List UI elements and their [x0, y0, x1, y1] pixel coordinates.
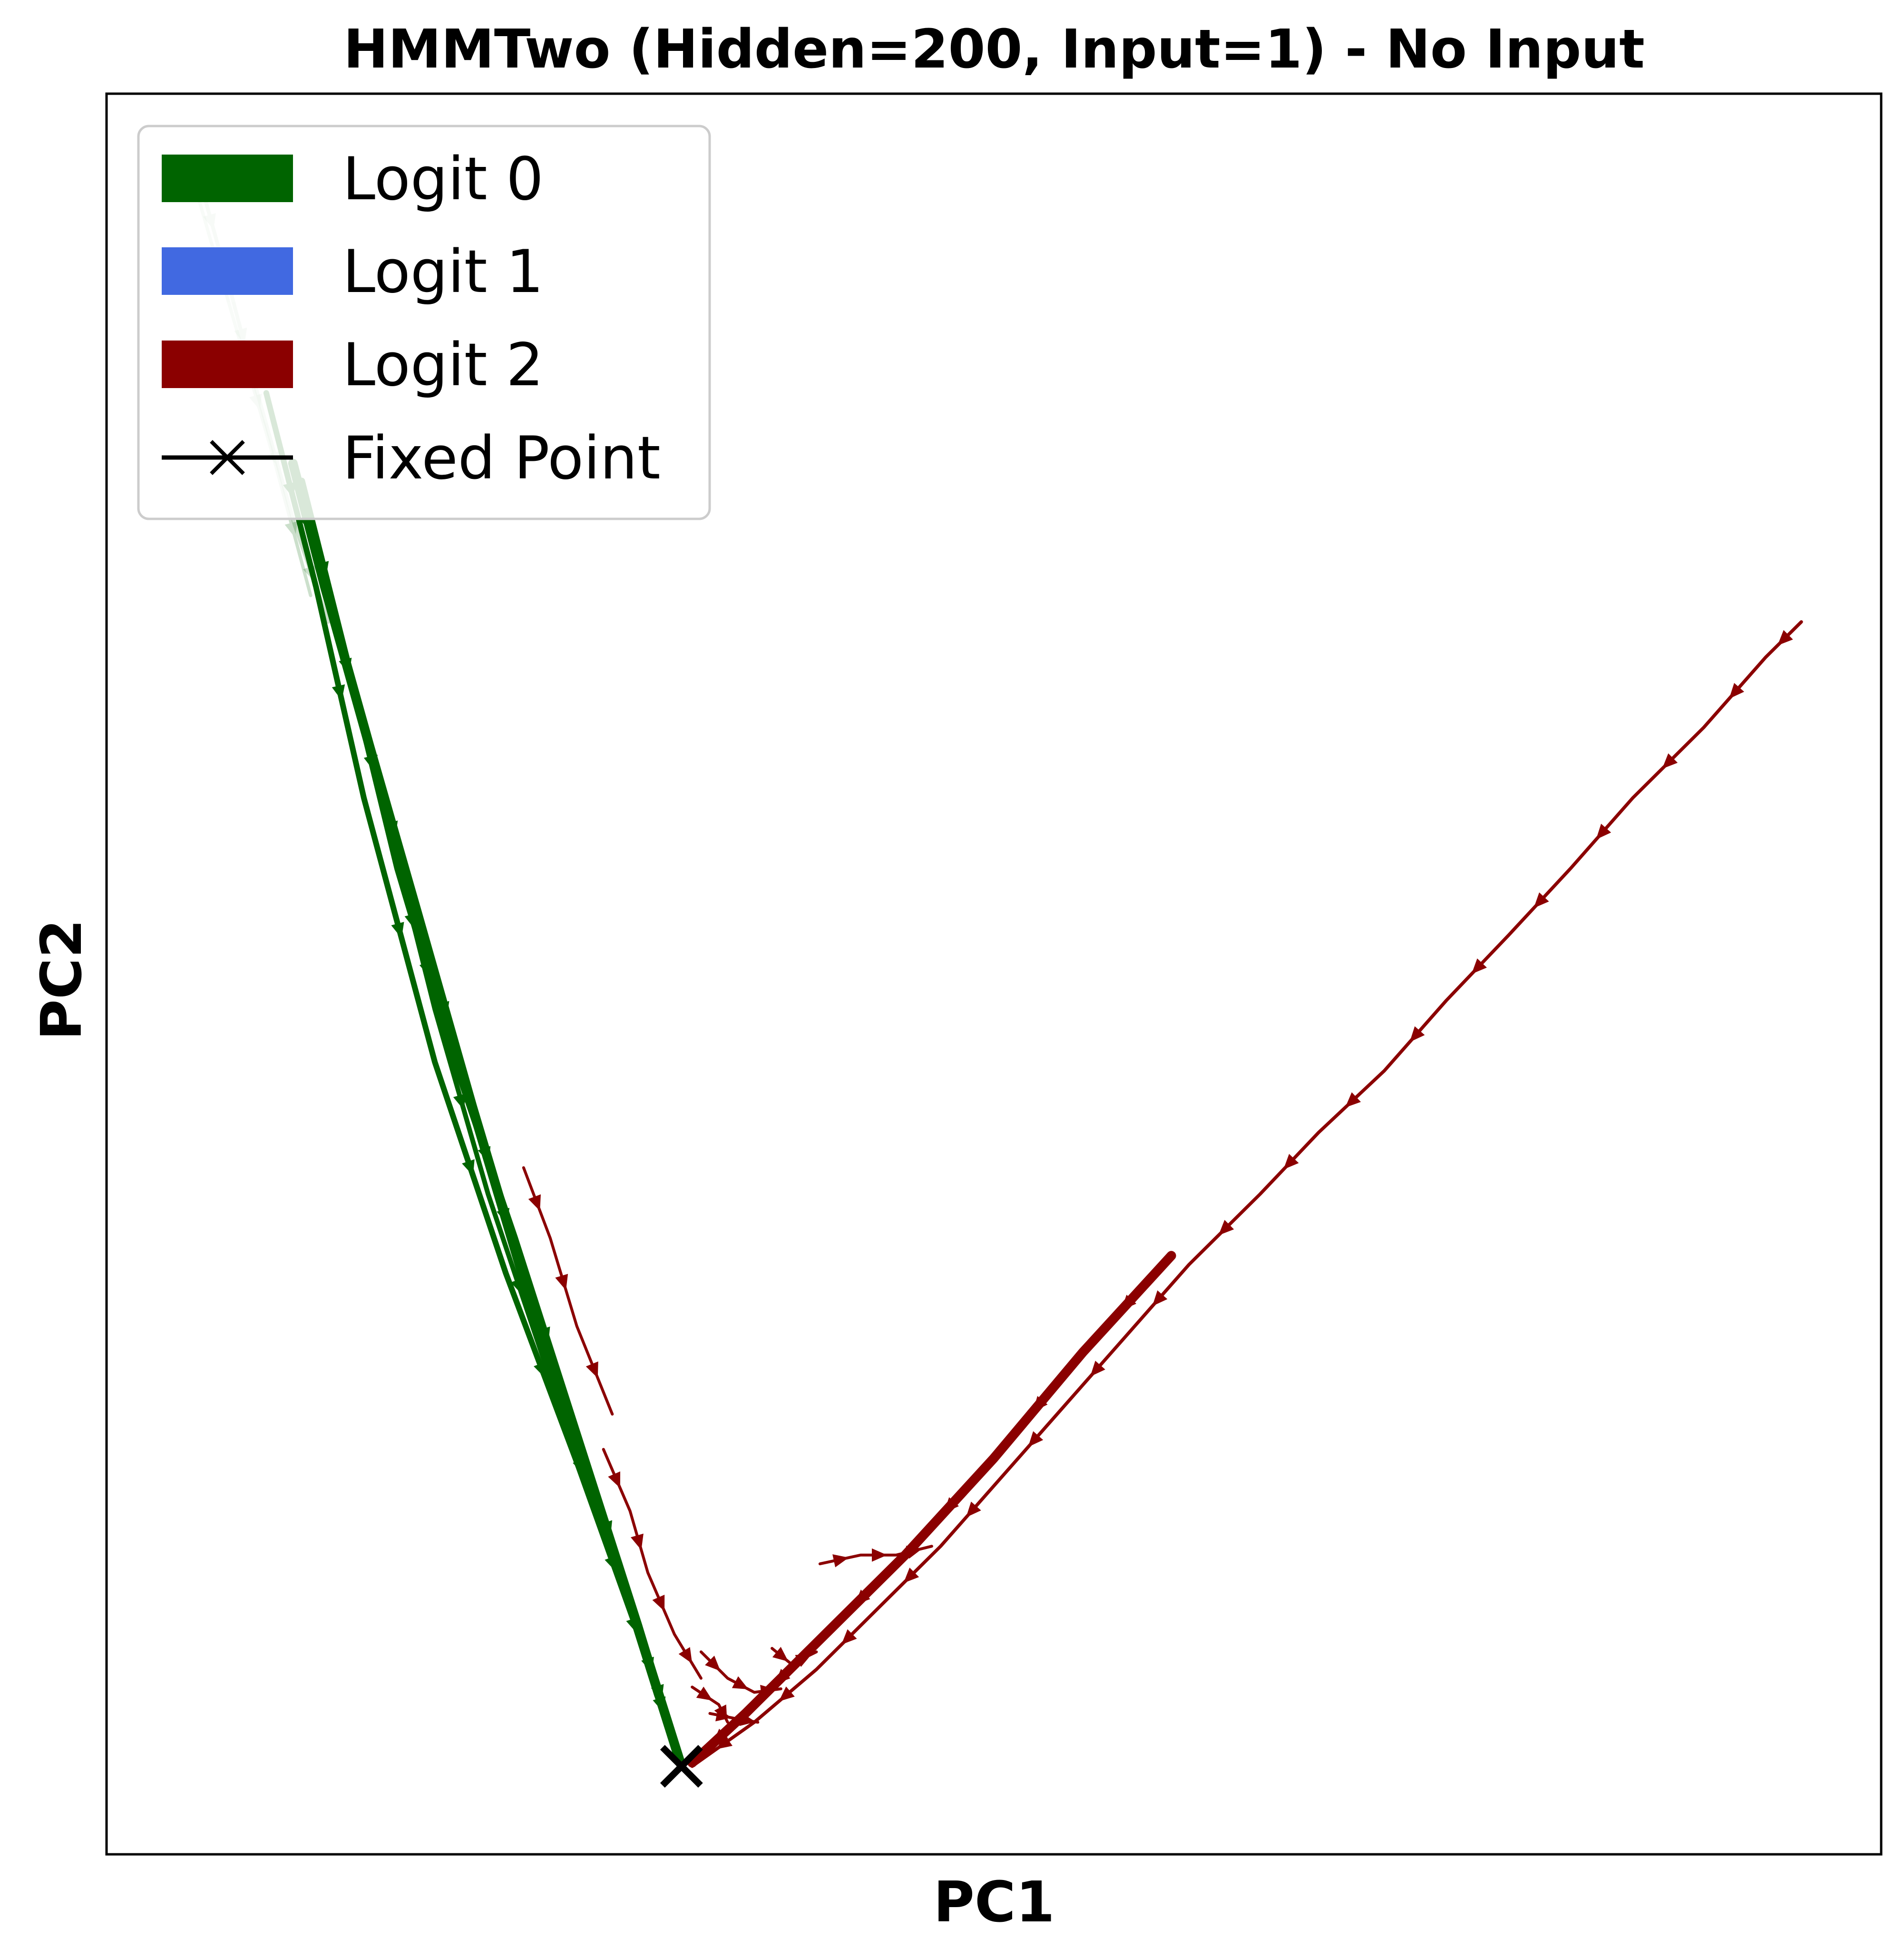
series-logit-0-trajectory: [352, 690, 659, 1698]
direction-arrow: [1533, 892, 1549, 908]
legend-item-fixed-point: Fixed Point: [162, 424, 661, 493]
series-layer: [193, 162, 1803, 1771]
direction-arrow: [715, 1708, 732, 1722]
x-axis-label: PC1: [933, 1869, 1055, 1935]
direction-arrow: [1729, 682, 1744, 699]
direction-arrow: [903, 1568, 919, 1583]
direction-arrow: [1028, 1431, 1044, 1447]
direction-arrow: [1090, 1361, 1105, 1377]
chart-title: HMMTwo (Hidden=200, Input=1) - No Input: [343, 19, 1644, 80]
series-logit-2-trajectory: [771, 1646, 818, 1667]
direction-arrow: [712, 1728, 728, 1744]
direction-arrow: [678, 1647, 693, 1664]
direction-arrow: [630, 1533, 644, 1550]
direction-arrow: [841, 1629, 857, 1645]
legend-item-logit-2: Logit 2: [162, 331, 544, 399]
direction-arrow: [332, 684, 345, 701]
trajectory-line: [352, 690, 659, 1698]
series-logit-2-trajectory: [699, 1650, 782, 1698]
direction-arrow: [586, 1361, 598, 1378]
direction-arrow: [533, 1361, 547, 1378]
legend-label: Logit 2: [342, 331, 544, 399]
legend-items: Logit 0 Logit 1 Logit 2 Fixed Point: [162, 145, 661, 493]
direction-arrow: [775, 1669, 791, 1685]
direction-arrow: [944, 1497, 959, 1513]
direction-arrow: [760, 1685, 776, 1698]
fixed-point-layer: [660, 1744, 703, 1788]
series-logit-2-trajectory: [522, 1166, 614, 1416]
direction-arrow: [772, 1646, 789, 1662]
direction-arrow: [528, 1194, 541, 1211]
direction-arrow: [1152, 1290, 1168, 1306]
fixed-point-x-stroke: [660, 1744, 703, 1788]
direction-arrow: [716, 1735, 733, 1750]
direction-arrow: [478, 1146, 491, 1163]
fixed-point-marker: [660, 1744, 703, 1788]
legend-item-logit-1: Logit 1: [162, 238, 544, 306]
series-logit-2-trajectory: [687, 1251, 1176, 1768]
series-logit-2-trajectory: [602, 1448, 703, 1680]
direction-arrow: [966, 1501, 981, 1518]
legend-box: [137, 125, 711, 520]
direction-arrow: [1033, 1396, 1048, 1412]
direction-arrow: [364, 754, 378, 771]
direction-arrow: [537, 1326, 550, 1344]
direction-arrow: [652, 1595, 665, 1612]
direction-arrow: [626, 1617, 639, 1634]
direction-arrow: [795, 1654, 812, 1667]
trajectory-line: [690, 620, 1803, 1768]
plot-area: [105, 92, 1883, 1856]
direction-arrow: [732, 1676, 749, 1690]
direction-arrow: [573, 1458, 586, 1475]
legend-item-logit-0: Logit 0: [162, 145, 544, 214]
direction-arrow: [608, 1471, 620, 1488]
direction-arrow: [696, 1686, 713, 1701]
legend-swatch: [162, 155, 293, 202]
direction-arrow: [303, 565, 316, 582]
legend-x-marker: [210, 440, 245, 475]
legend-swatch: [162, 341, 293, 388]
plot-frame: [105, 92, 1883, 1856]
series-logit-2-trajectory: [690, 620, 1803, 1768]
direction-arrow: [284, 521, 298, 538]
direction-arrow: [854, 1589, 870, 1605]
legend-label: Logit 1: [342, 238, 544, 306]
legend-swatch: [162, 247, 293, 295]
direction-arrow: [404, 913, 418, 930]
trajectory-line: [687, 1251, 1176, 1768]
legend-label: Fixed Point: [342, 424, 661, 493]
direction-arrow: [872, 1548, 887, 1562]
legend: Logit 0 Logit 1 Logit 2 Fixed Point: [137, 125, 711, 520]
direction-arrow: [510, 1278, 524, 1295]
direction-arrow: [906, 1546, 923, 1559]
legend-label: Logit 0: [342, 145, 544, 214]
series-logit-2-trajectory: [818, 1545, 933, 1568]
series-logit-2-trajectory: [708, 1708, 760, 1726]
direction-arrow: [1777, 630, 1793, 646]
direction-arrow: [1218, 1220, 1234, 1236]
direction-arrow: [555, 1274, 568, 1291]
direction-arrow: [1596, 824, 1611, 840]
direction-arrow: [1283, 1154, 1299, 1170]
direction-arrow: [779, 1686, 795, 1702]
direction-arrow: [832, 1554, 849, 1568]
direction-arrow: [316, 561, 329, 577]
direction-arrow: [453, 1093, 466, 1110]
direction-arrow: [1121, 1295, 1137, 1311]
direction-arrow: [1409, 1026, 1425, 1042]
y-axis-label: PC2: [29, 919, 94, 1040]
direction-arrow: [462, 1159, 475, 1176]
direction-arrow: [391, 922, 404, 938]
direction-arrow: [739, 1713, 756, 1726]
direction-arrow: [1662, 753, 1678, 769]
direction-arrow: [705, 1656, 721, 1671]
trajectory-line: [602, 1448, 703, 1680]
direction-arrow: [1471, 958, 1487, 974]
direction-arrow: [1345, 1092, 1361, 1108]
